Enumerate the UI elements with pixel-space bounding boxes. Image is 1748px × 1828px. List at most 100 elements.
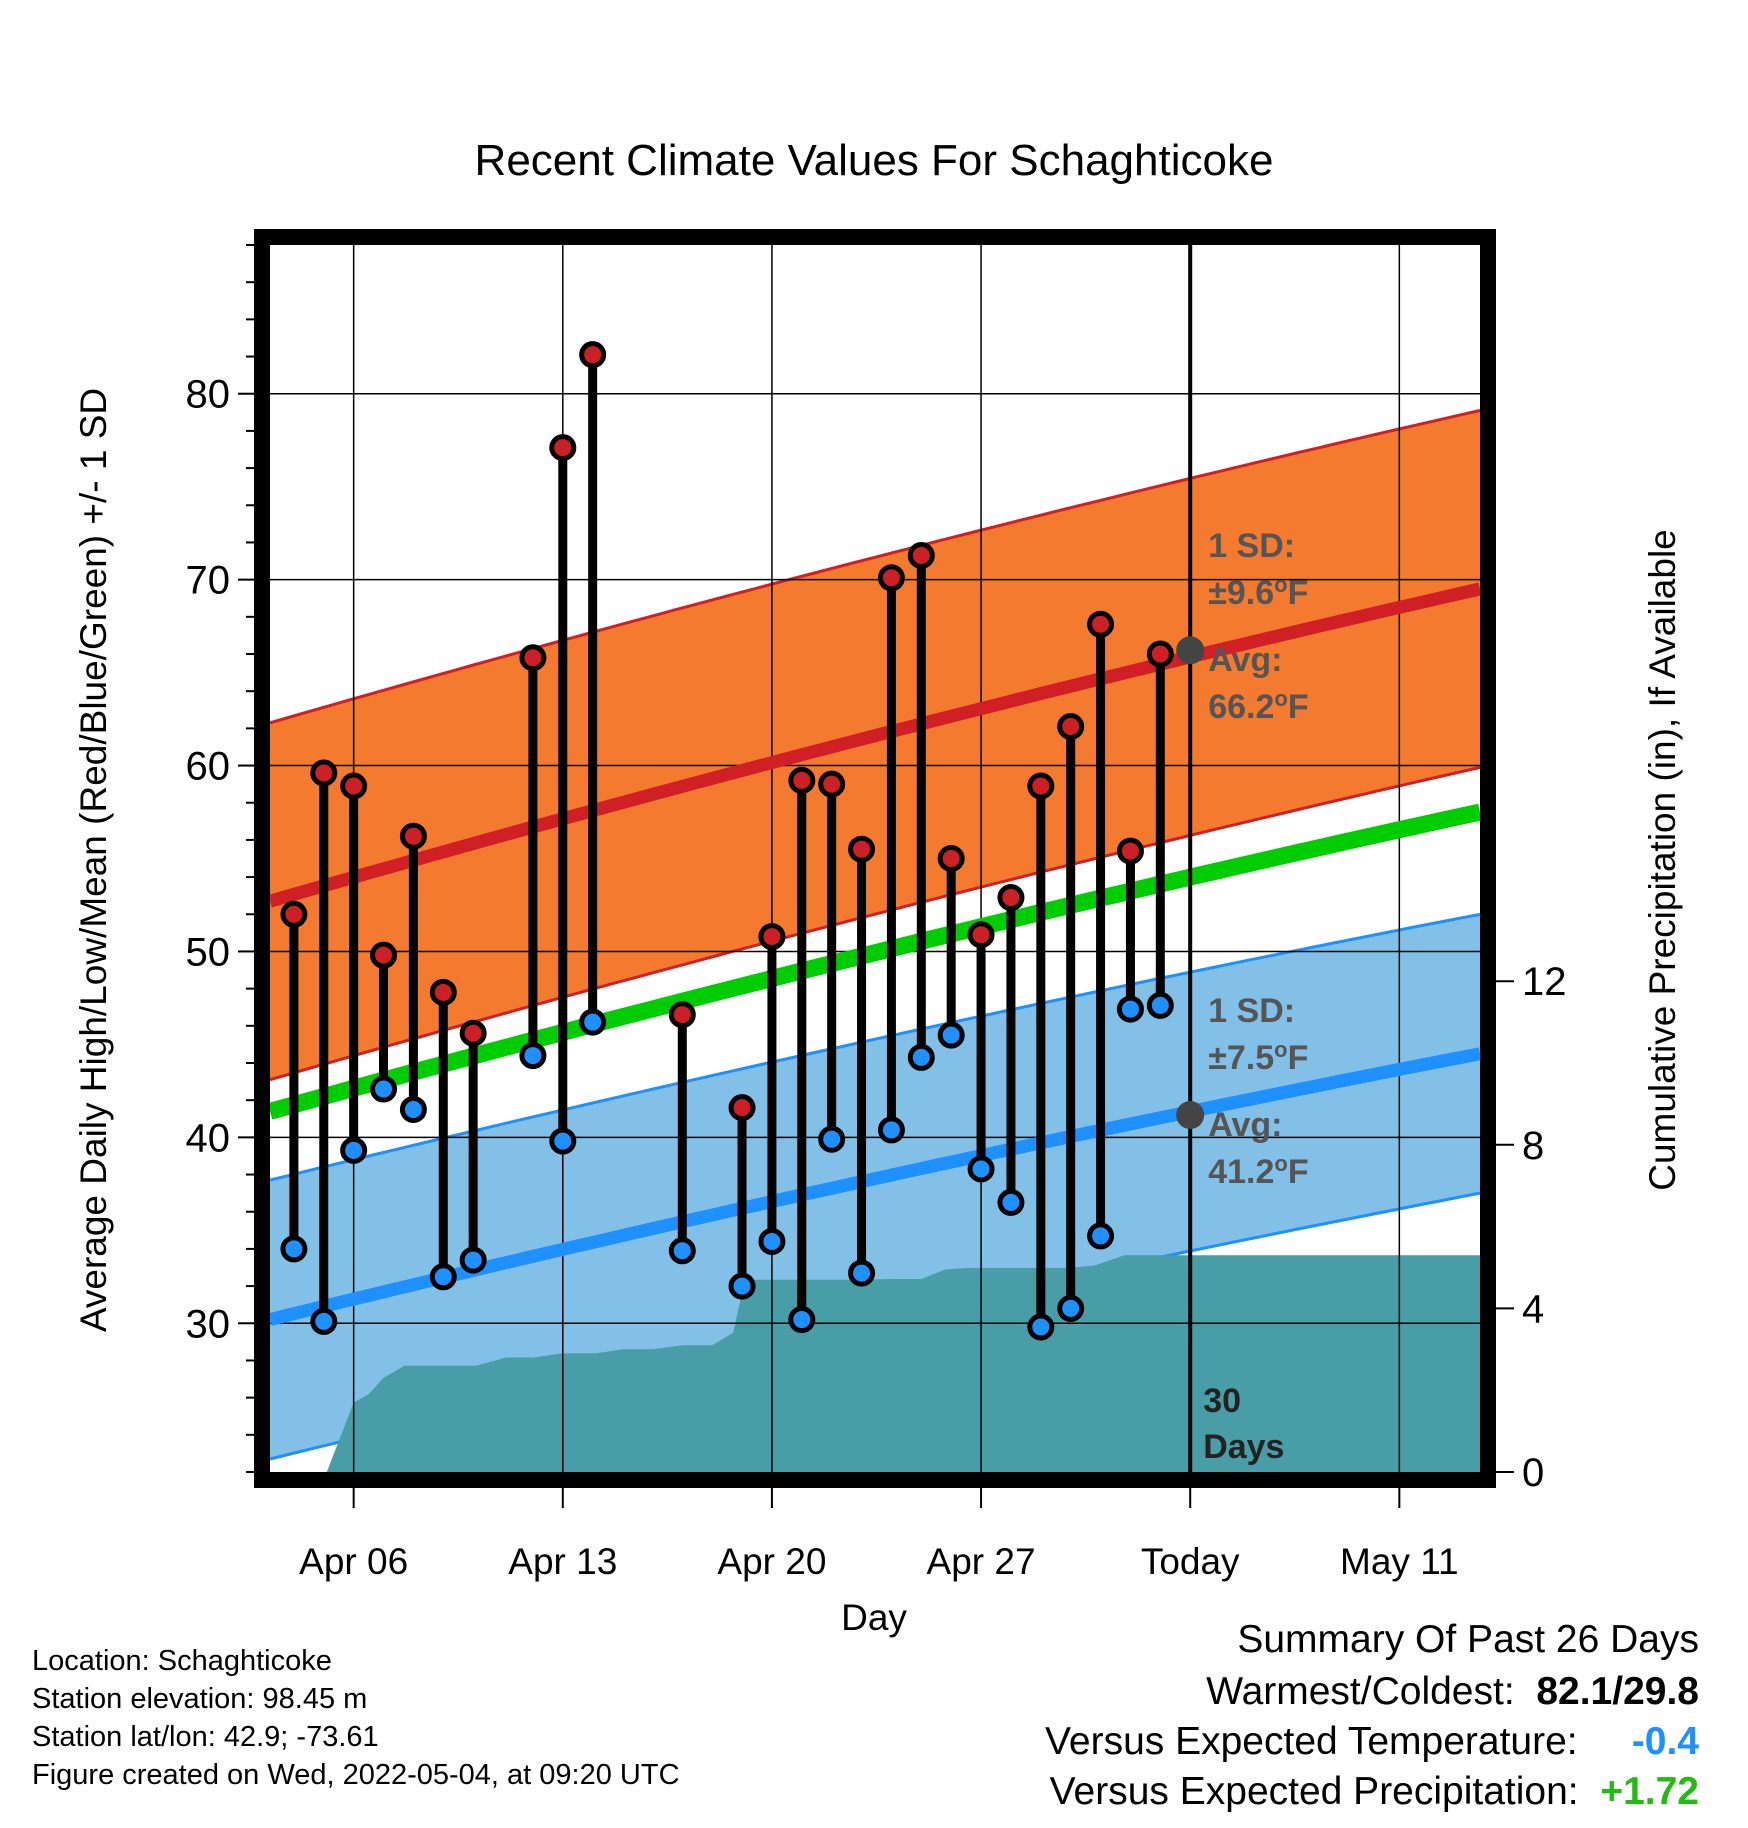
y-tick-label-precip: 4 — [1522, 1287, 1544, 1331]
daily-high-marker — [788, 766, 816, 794]
elevation-label: Station elevation: — [32, 1683, 255, 1715]
high-sd-label: 1 SD: — [1208, 527, 1295, 565]
x-tick-label: Apr 06 — [299, 1541, 408, 1582]
temp-vs-expected-label: Versus Expected Temperature: — [1045, 1720, 1578, 1763]
y-axis-label-right: Cumulative Precipitation (in), If Availa… — [1642, 529, 1683, 1191]
daily-low-marker — [579, 1008, 607, 1036]
daily-low-marker — [1116, 995, 1144, 1023]
today-high-avg-dot — [1176, 636, 1205, 665]
high-sd-number: ±9.6 — [1208, 574, 1274, 612]
station-info: Location: Schaghticoke Station elevation… — [32, 1642, 680, 1794]
y-tick-label-temp: 70 — [186, 559, 231, 603]
daily-high-marker — [758, 923, 786, 951]
daily-high-marker — [519, 644, 547, 672]
x-tick-label: Apr 20 — [717, 1541, 826, 1582]
daily-low-marker — [1027, 1313, 1055, 1341]
daily-low-marker — [818, 1125, 846, 1153]
warmest-coldest-value: 82.1/29.8 — [1536, 1670, 1699, 1713]
daily-high-marker — [907, 541, 935, 569]
daily-high-marker — [818, 770, 846, 798]
latlon-line: Station lat/lon: 42.9; -73.61 — [32, 1718, 680, 1756]
summary-title-text: Summary Of Past 26 Days — [1237, 1618, 1699, 1661]
daily-high-marker — [937, 845, 965, 872]
y-tick-label-temp: 50 — [186, 930, 231, 974]
daily-low-marker — [429, 1263, 457, 1291]
low-sd-label: 1 SD: — [1208, 992, 1295, 1030]
high-avg-label: Avg: — [1208, 641, 1282, 679]
low-avg-number: 41.2 — [1208, 1153, 1274, 1191]
x-tick-label: May 11 — [1340, 1541, 1459, 1582]
daily-high-marker — [310, 759, 338, 787]
elevation-value: 98.45 m — [262, 1683, 368, 1715]
summary-warmest-coldest: Warmest/Coldest: 82.1/29.8 — [1206, 1670, 1699, 1714]
y-tick-label-temp: 80 — [186, 373, 231, 417]
window-days-text: Days — [1203, 1428, 1284, 1466]
daily-low-marker — [399, 1095, 427, 1123]
daily-low-marker — [519, 1042, 547, 1070]
daily-low-marker — [459, 1246, 487, 1274]
daily-high-marker — [1087, 610, 1115, 638]
created-line: Figure created on Wed, 2022-05-04, at 09… — [32, 1756, 680, 1794]
daily-high-marker — [728, 1094, 756, 1122]
unit: F — [1288, 574, 1309, 612]
unit: F — [1288, 688, 1309, 726]
low-avg-value: 41.2oF — [1208, 1151, 1308, 1192]
latlon-value: 42.9; -73.61 — [223, 1721, 379, 1753]
daily-high-marker — [848, 835, 876, 863]
y-tick-label-temp: 30 — [186, 1302, 231, 1346]
high-band-upper-edge — [270, 409, 1480, 725]
degree-sign: o — [1274, 686, 1287, 711]
window-days-value: 30 — [1203, 1382, 1241, 1420]
x-tick-label: Today — [1141, 1541, 1240, 1582]
latlon-label: Station lat/lon: — [32, 1721, 216, 1753]
normal-high-line — [270, 582, 1480, 908]
daily-low-marker — [1087, 1222, 1115, 1250]
elevation-line: Station elevation: 98.45 m — [32, 1680, 680, 1718]
chart-title: Recent Climate Values For Schaghticoke — [475, 136, 1274, 185]
daily-high-marker — [1116, 837, 1144, 865]
degree-sign: o — [1274, 1037, 1287, 1062]
daily-low-marker — [997, 1188, 1025, 1216]
daily-high-marker — [370, 941, 398, 969]
daily-high-marker — [549, 434, 577, 462]
low-sd-value: ±7.5oF — [1208, 1037, 1308, 1078]
daily-low-marker — [1146, 991, 1174, 1019]
daily-low-marker — [758, 1227, 786, 1255]
daily-high-marker — [459, 1019, 487, 1047]
degree-sign: o — [1274, 572, 1287, 597]
x-axis-label: Day — [841, 1597, 907, 1638]
high-avg-label-text: Avg: — [1208, 641, 1282, 679]
high-sd-label-text: 1 SD: — [1208, 527, 1295, 565]
daily-high-marker — [1057, 713, 1085, 741]
plot-border — [254, 229, 1496, 1488]
daily-low-marker — [310, 1307, 338, 1335]
low-avg-label: Avg: — [1208, 1106, 1282, 1144]
high-avg-number: 66.2 — [1208, 688, 1274, 726]
created-label: Figure created on — [32, 1759, 260, 1791]
daily-high-marker — [399, 822, 427, 850]
daily-low-marker — [788, 1306, 816, 1334]
window-days-unit: Days — [1203, 1428, 1284, 1466]
y-axis-label-left: Average Daily High/Low/Mean (Red/Blue/Gr… — [73, 388, 114, 1332]
summary-precipitation: Versus Expected Precipitation: +1.72 — [1050, 1770, 1699, 1814]
location-value: Schaghticoke — [157, 1645, 332, 1677]
precip-vs-expected-value: +1.72 — [1600, 1770, 1699, 1813]
low-sd-label-text: 1 SD: — [1208, 992, 1295, 1030]
location-label: Location: — [32, 1645, 150, 1677]
high-sd-band — [270, 410, 1480, 1080]
daily-high-marker — [967, 921, 995, 949]
daily-low-marker — [848, 1259, 876, 1287]
low-sd-number: ±7.5 — [1208, 1039, 1274, 1077]
x-tick-label: Apr 13 — [508, 1541, 617, 1582]
y-tick-label-temp: 60 — [186, 745, 231, 789]
daily-high-marker — [429, 978, 457, 1006]
daily-low-marker — [370, 1075, 398, 1103]
daily-low-marker — [1057, 1294, 1085, 1322]
daily-high-marker — [877, 564, 905, 592]
high-avg-value: 66.2oF — [1208, 686, 1308, 727]
daily-low-marker — [877, 1116, 905, 1144]
location-line: Location: Schaghticoke — [32, 1642, 680, 1680]
today-low-avg-dot — [1176, 1101, 1205, 1130]
